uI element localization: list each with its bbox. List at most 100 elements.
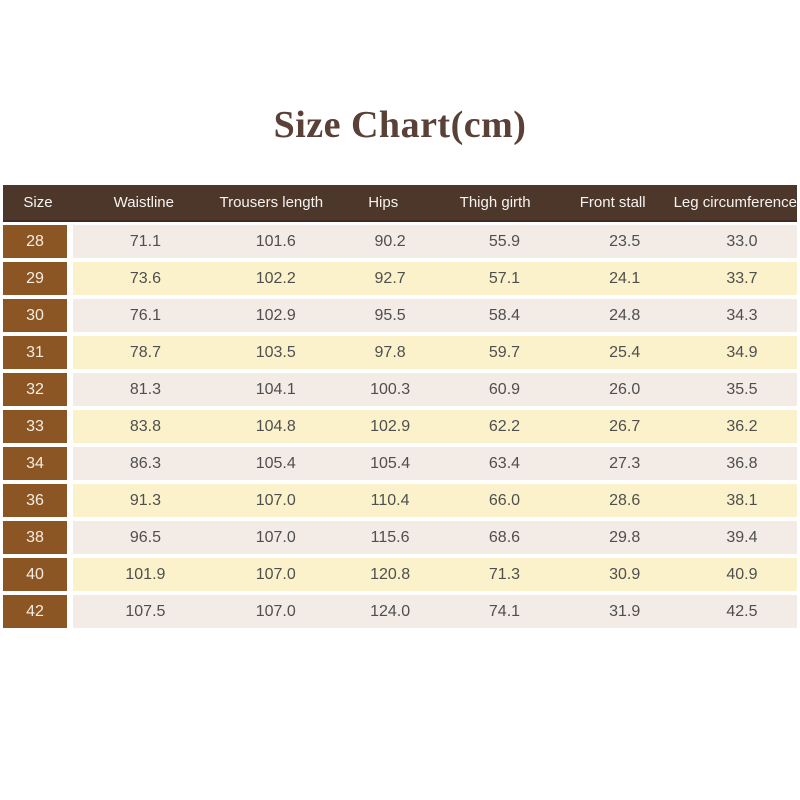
- header-cell-waistline: Waistline: [113, 194, 174, 211]
- row-values: 83.8 104.8 102.9 62.2 26.7 36.2: [73, 410, 797, 443]
- table-row: 29 73.6 102.2 92.7 57.1 24.1 33.7: [3, 262, 797, 295]
- value-cell: 63.4: [488, 454, 521, 472]
- value-cell: 104.8: [255, 417, 296, 435]
- value-cell: 124.0: [370, 602, 411, 620]
- value-cell: 36.8: [726, 454, 758, 472]
- table-header-row: Size Waistline Trousers length Hips Thigh gi…: [3, 185, 797, 222]
- value-cell: 107.0: [255, 602, 296, 620]
- size-cell: 34: [3, 447, 67, 480]
- value-cell: 110.4: [370, 491, 410, 509]
- value-cell: 81.3: [129, 380, 161, 398]
- table-row: 40 101.9 107.0 120.8 71.3 30.9 40.9: [3, 558, 797, 591]
- row-values: 78.7 103.5 97.8 59.7 25.4 34.9: [73, 336, 797, 369]
- size-cell: 31: [3, 336, 67, 369]
- table-row: 31 78.7 103.5 97.8 59.7 25.4 34.9: [3, 336, 797, 369]
- value-cell: 74.1: [488, 602, 521, 620]
- value-cell: 90.2: [374, 232, 406, 250]
- row-values: 91.3 107.0 110.4 66.0 28.6 38.1: [73, 484, 797, 517]
- value-cell: 33.7: [726, 269, 758, 287]
- size-cell: 33: [3, 410, 67, 443]
- value-cell: 33.0: [726, 232, 758, 250]
- size-cell: 30: [3, 299, 67, 332]
- value-cell: 96.5: [129, 528, 161, 546]
- table-row: 36 91.3 107.0 110.4 66.0 28.6 38.1: [3, 484, 797, 517]
- size-cell: 38: [3, 521, 67, 554]
- value-cell: 62.2: [488, 417, 521, 435]
- table-row: 34 86.3 105.4 105.4 63.4 27.3 36.8: [3, 447, 797, 480]
- value-cell: 76.1: [129, 306, 161, 324]
- value-cell: 101.6: [255, 232, 296, 250]
- value-cell: 100.3: [370, 380, 411, 398]
- row-values: 71.1 101.6 90.2 55.9 23.5 33.0: [73, 225, 797, 258]
- value-cell: 78.7: [129, 343, 161, 361]
- header-cell-hips: Hips: [368, 194, 399, 211]
- table-row: 33 83.8 104.8 102.9 62.2 26.7 36.2: [3, 410, 797, 443]
- value-cell: 102.9: [255, 306, 296, 324]
- value-cell: 29.8: [609, 528, 641, 546]
- value-cell: 66.0: [488, 491, 521, 509]
- value-cell: 27.3: [609, 454, 641, 472]
- value-cell: 92.7: [374, 269, 406, 287]
- size-cell: 42: [3, 595, 67, 628]
- value-cell: 36.2: [726, 417, 758, 435]
- header-cell-trousers-length: Trousers length: [219, 194, 324, 211]
- value-cell: 40.9: [726, 565, 758, 583]
- value-cell: 107.0: [255, 528, 296, 546]
- row-values: 96.5 107.0 115.6 68.6 29.8 39.4: [73, 521, 797, 554]
- table-row: 30 76.1 102.9 95.5 58.4 24.8 34.3: [3, 299, 797, 332]
- value-cell: 95.5: [374, 306, 406, 324]
- value-cell: 115.6: [370, 528, 410, 546]
- table-row: 42 107.5 107.0 124.0 74.1 31.9 42.5: [3, 595, 797, 628]
- value-cell: 58.4: [488, 306, 521, 324]
- value-cell: 31.9: [609, 602, 641, 620]
- value-cell: 24.8: [609, 306, 641, 324]
- value-cell: 25.4: [609, 343, 641, 361]
- value-cell: 23.5: [609, 232, 641, 250]
- value-cell: 34.9: [726, 343, 758, 361]
- size-cell: 32: [3, 373, 67, 406]
- row-values: 73.6 102.2 92.7 57.1 24.1 33.7: [73, 262, 797, 295]
- value-cell: 34.3: [726, 306, 758, 324]
- value-cell: 102.9: [370, 417, 411, 435]
- value-cell: 42.5: [726, 602, 758, 620]
- header-cell-front-stall: Front stall: [579, 194, 646, 211]
- value-cell: 105.4: [255, 454, 296, 472]
- table-row: 28 71.1 101.6 90.2 55.9 23.5 33.0: [3, 225, 797, 258]
- row-values: 86.3 105.4 105.4 63.4 27.3 36.8: [73, 447, 797, 480]
- value-cell: 39.4: [726, 528, 758, 546]
- value-cell: 24.1: [609, 269, 641, 287]
- row-values: 107.5 107.0 124.0 74.1 31.9 42.5: [73, 595, 797, 628]
- value-cell: 55.9: [488, 232, 521, 250]
- value-cell: 57.1: [488, 269, 521, 287]
- value-cell: 83.8: [129, 417, 161, 435]
- header-cell-size: Size: [23, 194, 53, 211]
- value-cell: 26.7: [609, 417, 641, 435]
- size-cell: 40: [3, 558, 67, 591]
- value-cell: 107.0: [255, 491, 296, 509]
- value-cell: 71.3: [488, 565, 521, 583]
- value-cell: 38.1: [726, 491, 758, 509]
- page-title: Size Chart(cm): [273, 104, 527, 146]
- value-cell: 120.8: [370, 565, 411, 583]
- value-cell: 103.5: [255, 343, 296, 361]
- row-values: 76.1 102.9 95.5 58.4 24.8 34.3: [73, 299, 797, 332]
- table-row: 32 81.3 104.1 100.3 60.9 26.0 35.5: [3, 373, 797, 406]
- value-cell: 73.6: [129, 269, 161, 287]
- header-cell-thigh-girth: Thigh girth: [459, 194, 531, 211]
- value-cell: 28.6: [609, 491, 641, 509]
- value-cell: 107.0: [255, 565, 296, 583]
- value-cell: 102.2: [255, 269, 296, 287]
- value-cell: 105.4: [370, 454, 411, 472]
- value-cell: 26.0: [609, 380, 641, 398]
- value-cell: 68.6: [488, 528, 521, 546]
- value-cell: 104.1: [255, 380, 296, 398]
- value-cell: 107.5: [125, 602, 166, 620]
- size-chart-table: Size Waistline Trousers length Hips Thigh gi…: [3, 185, 797, 628]
- row-values: 101.9 107.0 120.8 71.3 30.9 40.9: [73, 558, 797, 591]
- size-cell: 36: [3, 484, 67, 517]
- table-body: 28 71.1 101.6 90.2 55.9 23.5 33.0 29 73.6 102.2 92…: [3, 225, 797, 628]
- value-cell: 30.9: [609, 565, 641, 583]
- value-cell: 86.3: [129, 454, 161, 472]
- table-row: 38 96.5 107.0 115.6 68.6 29.8 39.4: [3, 521, 797, 554]
- size-cell: 29: [3, 262, 67, 295]
